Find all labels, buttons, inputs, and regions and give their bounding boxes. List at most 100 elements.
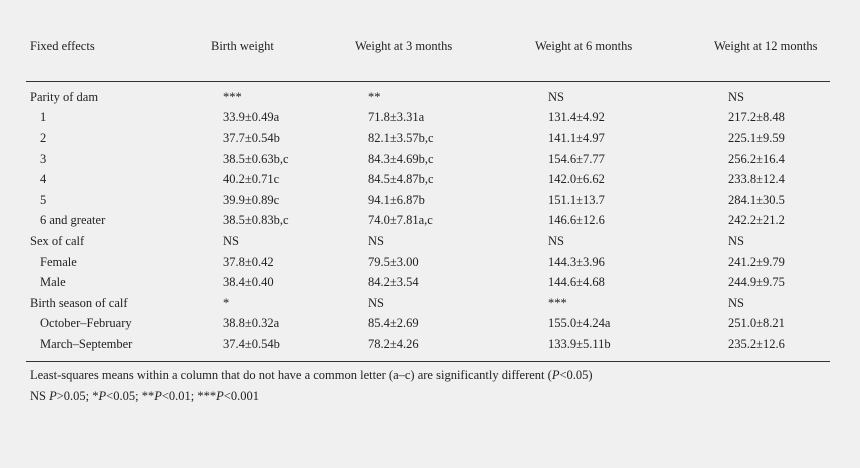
footnote-text: NS xyxy=(30,389,50,403)
table-cell: 71.8±3.31a xyxy=(368,110,425,125)
footnote-text: <0.001 xyxy=(223,389,259,403)
footnote-text: <0.01; *** xyxy=(161,389,217,403)
row-label: Female xyxy=(40,254,77,269)
table-cell: 146.6±12.6 xyxy=(548,213,605,228)
header-birth-weight: Birth weight xyxy=(211,39,274,53)
row-label: 1 xyxy=(40,110,47,125)
table-bottom-rule xyxy=(26,361,830,362)
table-cell: NS xyxy=(728,233,744,248)
table-cell: *** xyxy=(223,89,242,104)
table-cell: 74.0±7.81a,c xyxy=(368,213,433,228)
table-row: March–September 37.4±0.54b 78.2±4.26 133.9±… xyxy=(26,334,844,355)
table-cell: 144.3±3.96 xyxy=(548,254,605,269)
table-cell: 225.1±9.59 xyxy=(728,130,785,145)
footnote-text: <0.05; ** xyxy=(106,389,155,403)
table-top-rule xyxy=(26,81,830,82)
table-cell: NS xyxy=(728,295,744,310)
table-cell: 84.5±4.87b,c xyxy=(368,172,434,187)
table-cell: 84.3±4.69b,c xyxy=(368,151,434,166)
table-cell: 38.5±0.63b,c xyxy=(223,151,289,166)
table-cell: 85.4±2.69 xyxy=(368,316,419,331)
table-row: Female 37.8±0.42 79.5±3.00 144.3±3.96 241.2±… xyxy=(26,252,844,273)
table-cell: NS xyxy=(728,89,744,104)
table-cell: 79.5±3.00 xyxy=(368,254,419,269)
table-cell: 37.4±0.54b xyxy=(223,336,280,351)
table-cell: 37.7±0.54b xyxy=(223,130,280,145)
table-cell: 244.9±9.75 xyxy=(728,275,785,290)
table-cell: 235.2±12.6 xyxy=(728,336,785,351)
table-cell: 82.1±3.57b,c xyxy=(368,130,434,145)
table-cell: NS xyxy=(223,233,239,248)
table-cell: 155.0±4.24a xyxy=(548,316,611,331)
table-row: Male 38.4±0.40 84.2±3.54 144.6±4.68 244.9±9.… xyxy=(26,272,844,293)
table-cell: *** xyxy=(548,295,567,310)
table-row: 4 40.2±0.71c 84.5±4.87b,c 142.0±6.62 233.8±1… xyxy=(26,169,844,190)
row-label: Birth season of calf xyxy=(30,295,128,310)
table-cell: 284.1±30.5 xyxy=(728,192,785,207)
table-cell: 241.2±9.79 xyxy=(728,254,785,269)
footnote-text: <0.05) xyxy=(559,368,593,382)
footnote-p-symbol: P xyxy=(49,389,57,403)
footnote-p-values: NS P>0.05; *P<0.05; **P<0.01; ***P<0.001 xyxy=(30,388,259,404)
table-cell: NS xyxy=(548,233,564,248)
row-label: 3 xyxy=(40,151,47,166)
row-label: 5 xyxy=(40,192,47,207)
table-cell: 131.4±4.92 xyxy=(548,110,605,125)
footnote-p-symbol: P xyxy=(551,368,560,382)
table-cell: 33.9±0.49a xyxy=(223,110,280,125)
footnote-p-symbol: P xyxy=(216,389,224,403)
table-cell: 251.0±8.21 xyxy=(728,316,785,331)
table-row: 2 37.7±0.54b 82.1±3.57b,c 141.1±4.97 225.1±9… xyxy=(26,128,844,149)
footnote-p-symbol: P xyxy=(154,389,162,403)
header-weight-6-months: Weight at 6 months xyxy=(535,39,633,53)
table-row: 6 and greater 38.5±0.83b,c 74.0±7.81a,c 146… xyxy=(26,211,844,232)
table-cell: 38.4±0.40 xyxy=(223,275,274,290)
table-cell: * xyxy=(223,295,230,310)
row-label: Sex of calf xyxy=(30,233,85,248)
table-row: 5 39.9±0.89c 94.1±6.87b 151.1±13.7 284.1±30.… xyxy=(26,190,844,211)
row-label: 2 xyxy=(40,130,47,145)
table-cell: 233.8±12.4 xyxy=(728,172,785,187)
row-label: October–February xyxy=(40,316,132,331)
table-row: Parity of dam *** ** NS NS xyxy=(26,87,844,108)
table-cell: NS xyxy=(368,233,384,248)
table-cell: 217.2±8.48 xyxy=(728,110,785,125)
header-weight-12-months: Weight at 12 months xyxy=(714,39,818,53)
footnote-p-symbol: P xyxy=(98,389,107,403)
table-row: 3 38.5±0.63b,c 84.3±4.69b,c 154.6±7.77 256.2… xyxy=(26,149,844,170)
table-cell: 38.8±0.32a xyxy=(223,316,280,331)
footnote-text: Least-squares means within a column that… xyxy=(30,368,552,382)
table-cell: 94.1±6.87b xyxy=(368,192,425,207)
row-label: 4 xyxy=(40,172,47,187)
table-cell: 142.0±6.62 xyxy=(548,172,605,187)
table-cell: 256.2±16.4 xyxy=(728,151,785,166)
row-label: Male xyxy=(40,275,66,290)
table-row: 1 33.9±0.49a 71.8±3.31a 131.4±4.92 217.2±8.4… xyxy=(26,108,844,129)
row-label: 6 and greater xyxy=(40,213,106,228)
data-table: Parity of dam *** ** NS NS 1 33.9±0.49a 71.8±3.… xyxy=(26,87,844,355)
table-cell: NS xyxy=(548,89,564,104)
footnote-text: >0.05; * xyxy=(56,389,99,403)
table-row: October–February 38.8±0.32a 85.4±2.69 155.0… xyxy=(26,314,844,335)
table-cell: 133.9±5.11b xyxy=(548,336,611,351)
table-cell: 78.2±4.26 xyxy=(368,336,419,351)
row-label: March–September xyxy=(40,336,133,351)
table-cell: 151.1±13.7 xyxy=(548,192,605,207)
table-cell: 154.6±7.77 xyxy=(548,151,605,166)
table-row: Birth season of calf * NS *** NS xyxy=(26,293,844,314)
table-cell: ** xyxy=(368,89,381,104)
table-cell: 37.8±0.42 xyxy=(223,254,274,269)
table-cell: 84.2±3.54 xyxy=(368,275,419,290)
row-label: Parity of dam xyxy=(30,89,99,104)
table-cell: 242.2±21.2 xyxy=(728,213,785,228)
table-cell: 39.9±0.89c xyxy=(223,192,280,207)
table-cell: 40.2±0.71c xyxy=(223,172,280,187)
table-cell: 141.1±4.97 xyxy=(548,130,605,145)
table-cell: 144.6±4.68 xyxy=(548,275,605,290)
header-fixed-effects: Fixed effects xyxy=(30,39,95,53)
table-row: Sex of calf NS NS NS NS xyxy=(26,231,844,252)
header-weight-3-months: Weight at 3 months xyxy=(355,39,453,53)
table-cell: NS xyxy=(368,295,384,310)
table-cell: 38.5±0.83b,c xyxy=(223,213,289,228)
